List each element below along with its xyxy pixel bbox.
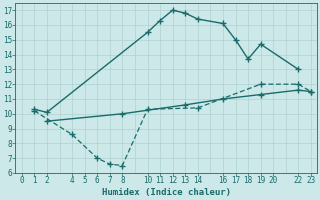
X-axis label: Humidex (Indice chaleur): Humidex (Indice chaleur) [102,188,231,197]
